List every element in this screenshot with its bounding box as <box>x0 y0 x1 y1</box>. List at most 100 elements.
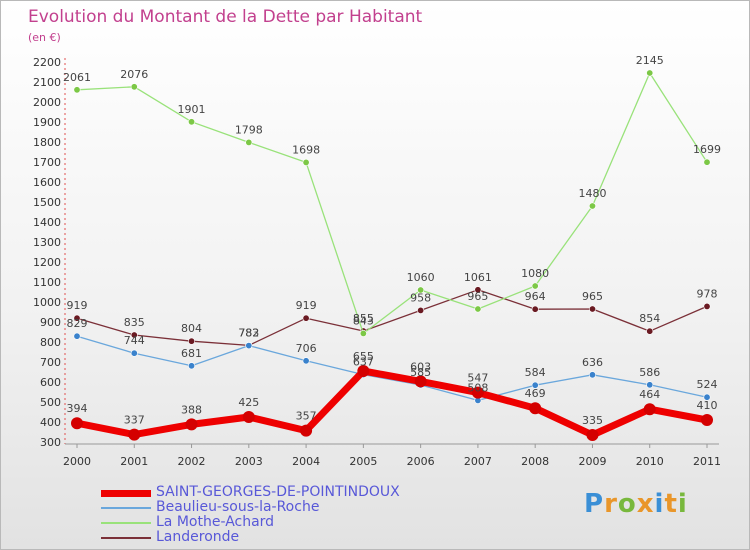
y-tick-label: 1100 <box>33 276 61 289</box>
data-point-2 <box>302 158 310 166</box>
data-label-3: 919 <box>67 299 88 312</box>
data-label-3: 958 <box>410 291 431 304</box>
data-label-2: 1901 <box>178 103 206 116</box>
data-point-0 <box>242 411 255 423</box>
logo-letter: i <box>654 489 665 519</box>
data-point-1 <box>531 381 539 389</box>
data-point-0 <box>128 428 141 441</box>
data-label-1: 706 <box>296 342 317 355</box>
proxiti-logo: Proxiti <box>584 489 688 519</box>
data-point-0 <box>357 365 370 377</box>
data-point-0 <box>71 417 83 430</box>
data-label-3: 964 <box>525 290 546 303</box>
data-label-2: 1699 <box>693 143 721 156</box>
data-point-3 <box>474 286 482 294</box>
y-tick-label: 1400 <box>33 216 61 229</box>
data-point-3 <box>417 306 425 314</box>
x-tick-label: 2010 <box>636 455 664 468</box>
series-line-1 <box>76 335 708 402</box>
y-tick-label: 1200 <box>33 256 61 269</box>
data-point-2 <box>646 69 654 77</box>
data-label-3: 965 <box>582 290 603 303</box>
data-point-2 <box>474 305 482 313</box>
data-label-2: 2076 <box>120 68 148 81</box>
x-tick-label: 2000 <box>63 455 91 468</box>
data-point-0 <box>414 375 427 388</box>
y-tick-label: 1300 <box>33 236 61 249</box>
data-label-1: 681 <box>181 347 202 360</box>
data-point-1 <box>646 381 654 389</box>
data-point-0 <box>529 402 542 415</box>
series-line-0 <box>76 367 708 439</box>
legend-swatch <box>101 537 151 539</box>
x-tick-label: 2007 <box>464 455 492 468</box>
data-point-1 <box>302 357 310 365</box>
data-point-2 <box>130 83 138 91</box>
data-label-0: 425 <box>238 396 259 409</box>
y-tick-label: 800 <box>40 336 61 349</box>
data-label-1: 782 <box>238 327 259 340</box>
x-tick-label: 2003 <box>235 455 263 468</box>
x-tick-label: 2011 <box>693 455 721 468</box>
data-point-1 <box>588 371 596 379</box>
data-point-2 <box>245 138 253 146</box>
y-tick-label: 1700 <box>33 156 61 169</box>
y-tick-label: 2000 <box>33 96 61 109</box>
data-label-0: 410 <box>697 399 718 412</box>
data-point-3 <box>73 314 81 322</box>
data-point-3 <box>531 305 539 313</box>
data-label-1: 585 <box>410 366 431 379</box>
data-label-0: 337 <box>124 414 145 427</box>
data-point-3 <box>188 337 196 345</box>
logo-letter: x <box>636 489 655 519</box>
data-label-0: 547 <box>467 372 488 385</box>
data-point-3 <box>130 331 138 339</box>
data-label-3: 854 <box>639 312 660 325</box>
series-line-2 <box>76 72 708 335</box>
data-label-0: 335 <box>582 414 603 427</box>
data-point-2 <box>359 329 367 337</box>
data-point-0 <box>300 424 313 437</box>
logo-letter: r <box>604 489 618 519</box>
x-tick-label: 2005 <box>349 455 377 468</box>
data-label-3: 783 <box>238 326 259 339</box>
y-tick-label: 1800 <box>33 136 61 149</box>
data-point-1 <box>130 349 138 357</box>
data-label-2: 1060 <box>407 271 435 284</box>
data-point-3 <box>302 314 310 322</box>
x-tick-label: 2008 <box>521 455 549 468</box>
y-tick-label: 2200 <box>33 56 61 69</box>
y-tick-label: 2100 <box>33 76 61 89</box>
data-point-3 <box>588 305 596 313</box>
chart-subtitle: (en €) <box>28 31 61 44</box>
legend-label: Beaulieu-sous-la-Roche <box>156 499 320 515</box>
data-point-2 <box>703 158 711 166</box>
y-tick-label: 1500 <box>33 196 61 209</box>
data-label-0: 388 <box>181 403 202 416</box>
x-tick-label: 2002 <box>178 455 206 468</box>
y-tick-label: 500 <box>40 396 61 409</box>
x-tick-label: 2004 <box>292 455 320 468</box>
y-tick-label: 400 <box>40 416 61 429</box>
chart-title: Evolution du Montant de la Dette par Hab… <box>28 7 423 27</box>
data-point-2 <box>417 286 425 294</box>
data-point-1 <box>73 332 81 340</box>
legend-label: La Mothe-Achard <box>156 514 275 530</box>
data-label-0: 464 <box>639 388 660 401</box>
data-label-3: 1061 <box>464 271 492 284</box>
data-label-1: 586 <box>639 366 660 379</box>
y-tick-label: 600 <box>40 376 61 389</box>
data-point-3 <box>646 327 654 335</box>
data-label-0: 357 <box>296 410 317 423</box>
legend-swatch <box>101 489 151 497</box>
data-label-2: 2061 <box>63 71 91 84</box>
y-tick-label: 1000 <box>33 296 61 309</box>
data-labels: 919 835 804 783 919 855 958 1061 964 965 854 978 206… <box>63 54 721 427</box>
data-point-2 <box>531 282 539 290</box>
x-tick-label: 2006 <box>407 455 435 468</box>
data-point-1 <box>245 342 253 350</box>
data-label-1: 636 <box>582 356 603 369</box>
y-tick-label: 1600 <box>33 176 61 189</box>
